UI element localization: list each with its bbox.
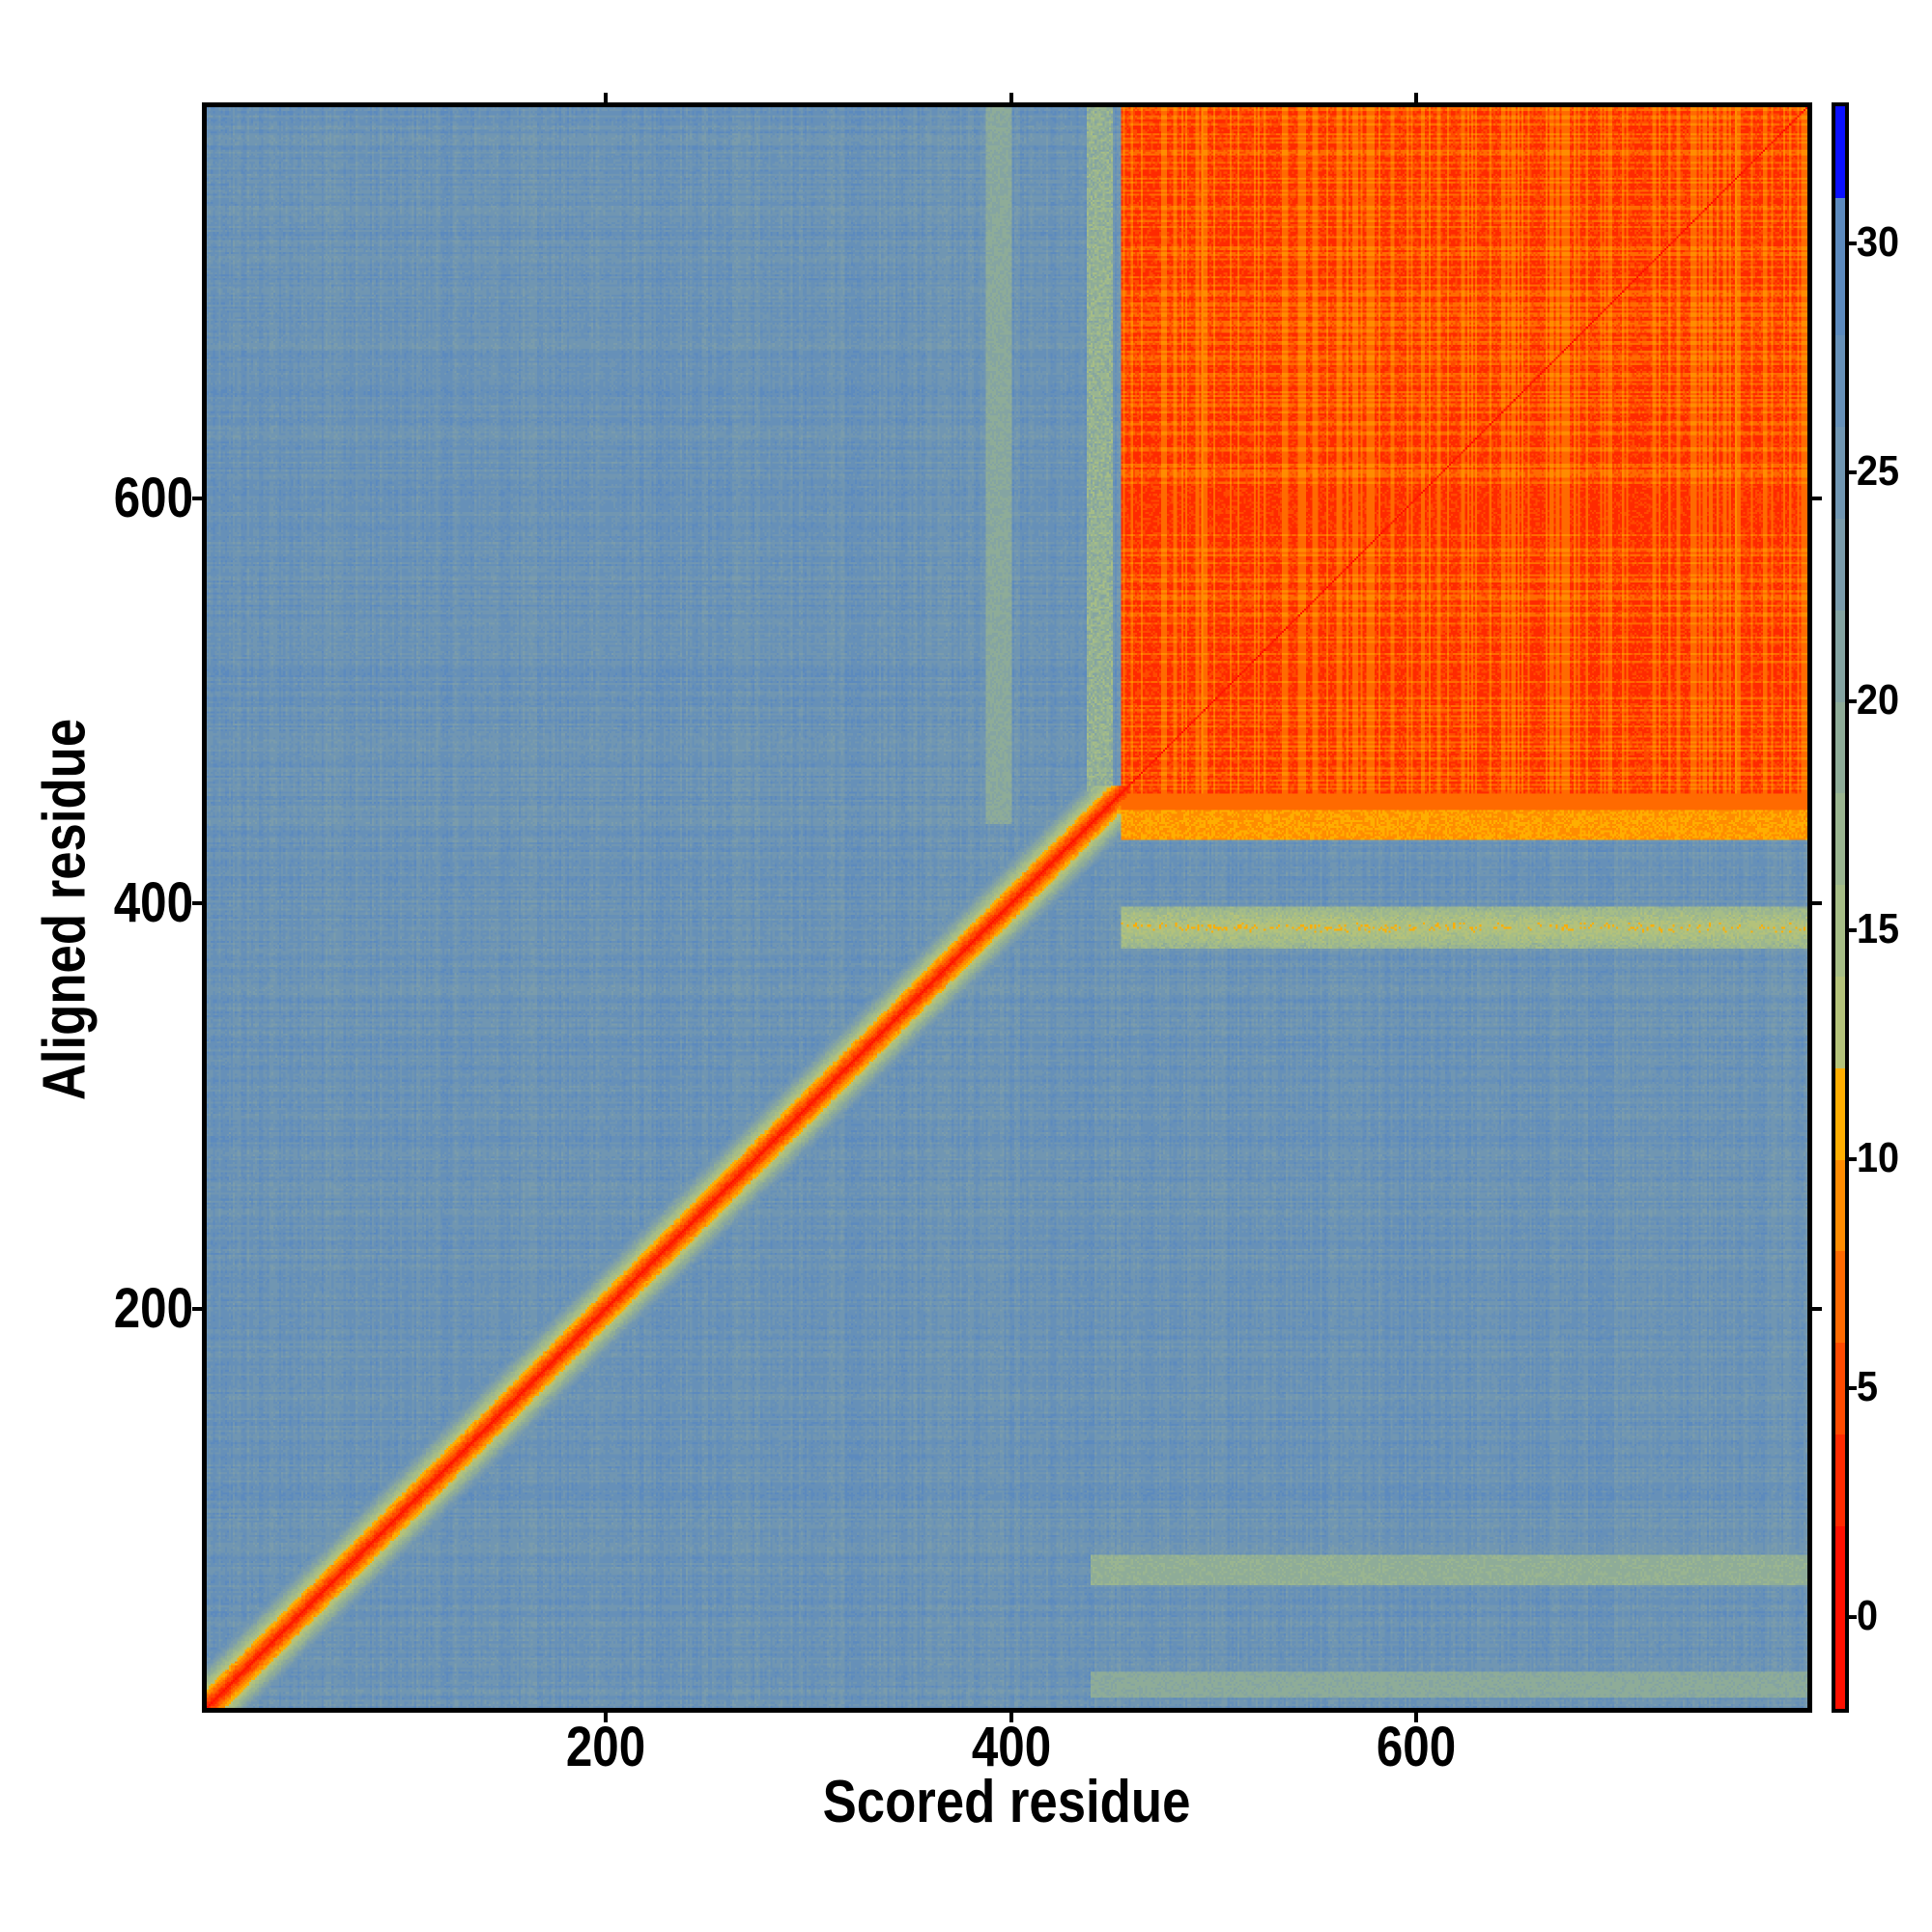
y-tick-label: 600 xyxy=(113,466,193,529)
axis-tick xyxy=(1009,93,1013,102)
colorbar-band xyxy=(1835,793,1845,886)
y-tick-label: 400 xyxy=(113,871,193,935)
x-axis-title: Scored residue xyxy=(822,1769,1191,1835)
colorbar-band xyxy=(1835,335,1845,428)
x-tick-label: 200 xyxy=(566,1716,646,1778)
colorbar-tick-label: 25 xyxy=(1857,447,1900,496)
x-tick-label: 400 xyxy=(971,1716,1051,1778)
axis-tick xyxy=(1849,470,1857,475)
colorbar-band xyxy=(1835,426,1845,520)
x-tick-label: 600 xyxy=(1376,1716,1457,1778)
colorbar-tick-label: 20 xyxy=(1857,676,1900,724)
axis-tick xyxy=(1849,928,1857,933)
colorbar-band xyxy=(1835,1067,1845,1160)
axis-tick xyxy=(1849,242,1857,246)
colorbar-band xyxy=(1835,1342,1845,1435)
axis-tick xyxy=(192,901,202,906)
colorbar-tick-label: 30 xyxy=(1857,218,1900,267)
axis-tick xyxy=(1812,496,1822,500)
heatmap-canvas xyxy=(207,107,1807,1708)
colorbar-band xyxy=(1835,884,1845,978)
colorbar-band xyxy=(1835,976,1845,1068)
colorbar-band xyxy=(1835,1434,1845,1526)
axis-tick xyxy=(1849,1386,1857,1391)
axis-tick xyxy=(1812,1306,1822,1311)
colorbar-tick-label: 15 xyxy=(1857,905,1900,953)
colorbar-tick-label: 5 xyxy=(1857,1363,1879,1411)
colorbar-tick-label: 10 xyxy=(1857,1134,1900,1182)
colorbar-band xyxy=(1835,197,1845,336)
axis-tick xyxy=(1849,1157,1857,1162)
colorbar-band xyxy=(1835,701,1845,794)
axis-tick xyxy=(1849,1615,1857,1620)
y-axis-title: Aligned residue xyxy=(31,718,99,1101)
colorbar-band xyxy=(1835,1525,1845,1710)
axis-tick xyxy=(1812,901,1822,906)
colorbar-band xyxy=(1835,518,1845,611)
axis-tick xyxy=(1414,1713,1419,1722)
colorbar-band xyxy=(1835,1251,1845,1344)
colorbar-band xyxy=(1835,106,1845,199)
colorbar xyxy=(1832,102,1849,1713)
colorbar-band xyxy=(1835,1159,1845,1252)
axis-tick xyxy=(604,93,609,102)
axis-tick xyxy=(1414,93,1419,102)
axis-tick xyxy=(1849,699,1857,704)
y-tick-label: 200 xyxy=(113,1276,193,1340)
colorbar-tick-label: 0 xyxy=(1857,1592,1879,1640)
colorbar-band xyxy=(1835,610,1845,702)
plot-area xyxy=(202,102,1812,1713)
axis-tick xyxy=(604,1713,609,1722)
axis-tick xyxy=(1009,1713,1013,1722)
axis-tick xyxy=(192,1306,202,1311)
axis-tick xyxy=(192,496,202,500)
